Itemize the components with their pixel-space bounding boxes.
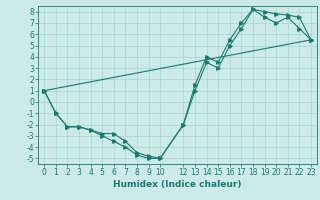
X-axis label: Humidex (Indice chaleur): Humidex (Indice chaleur) — [113, 180, 242, 189]
